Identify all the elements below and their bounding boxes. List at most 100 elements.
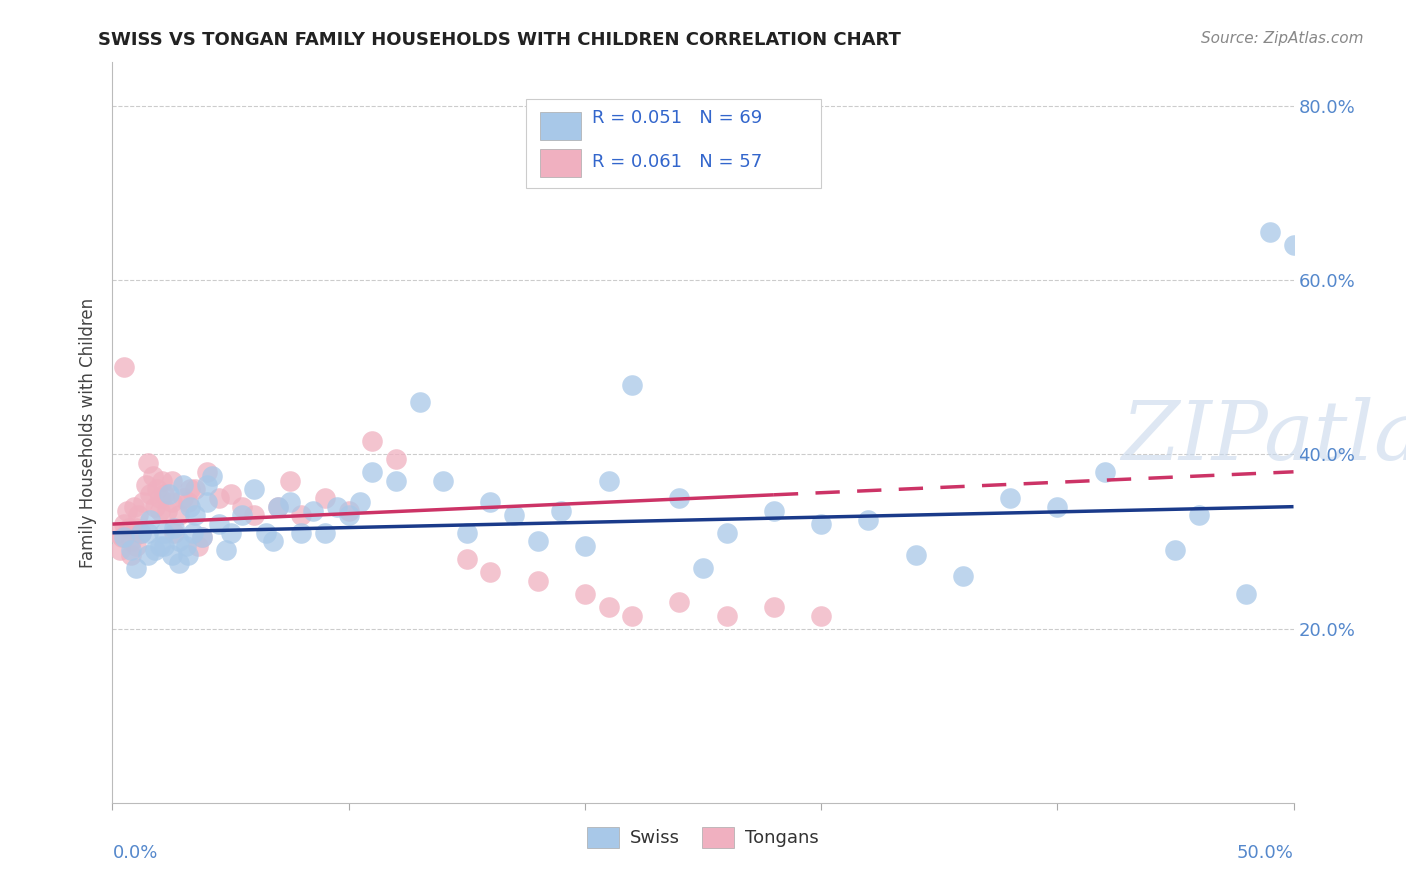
Text: 0.0%: 0.0% <box>112 844 157 862</box>
Text: R = 0.061   N = 57: R = 0.061 N = 57 <box>592 153 762 171</box>
Text: ZIPatlas: ZIPatlas <box>1121 397 1406 477</box>
Point <box>668 491 690 505</box>
Point <box>479 565 502 579</box>
Point <box>125 521 148 535</box>
Point <box>1094 465 1116 479</box>
Point <box>184 508 207 523</box>
Point <box>125 539 148 553</box>
Point <box>349 495 371 509</box>
Point <box>191 530 214 544</box>
Point <box>208 517 231 532</box>
Point <box>278 474 301 488</box>
Point <box>167 534 190 549</box>
Point <box>621 377 644 392</box>
Point <box>179 500 201 514</box>
Point <box>810 517 832 532</box>
Point <box>153 539 176 553</box>
Point <box>172 478 194 492</box>
Point <box>143 543 166 558</box>
FancyBboxPatch shape <box>526 99 821 188</box>
Point <box>337 504 360 518</box>
Legend: Swiss, Tongans: Swiss, Tongans <box>578 818 828 856</box>
Point <box>186 539 208 553</box>
Point <box>172 491 194 505</box>
Point <box>157 486 180 500</box>
Point <box>112 360 135 375</box>
Point <box>191 530 214 544</box>
Point <box>574 539 596 553</box>
FancyBboxPatch shape <box>540 112 581 140</box>
Point <box>598 599 620 614</box>
Point <box>716 608 738 623</box>
Point <box>998 491 1021 505</box>
Point <box>408 395 430 409</box>
Point <box>254 525 277 540</box>
Point <box>385 451 408 466</box>
Point <box>219 486 242 500</box>
Point <box>432 474 454 488</box>
Point <box>160 474 183 488</box>
Point <box>361 465 384 479</box>
Point <box>762 504 785 518</box>
Point <box>167 556 190 570</box>
Point <box>598 474 620 488</box>
Point <box>129 525 152 540</box>
Point <box>526 534 548 549</box>
Point <box>120 534 142 549</box>
Point <box>179 482 201 496</box>
Point <box>149 539 172 553</box>
Point <box>139 486 162 500</box>
Point <box>136 525 159 540</box>
Point <box>120 543 142 558</box>
Point <box>160 495 183 509</box>
Point <box>156 504 179 518</box>
Point <box>129 525 152 540</box>
Point <box>231 500 253 514</box>
Point <box>163 525 186 540</box>
Text: R = 0.051   N = 69: R = 0.051 N = 69 <box>592 109 762 127</box>
Point <box>262 534 284 549</box>
Point <box>195 465 218 479</box>
Point <box>149 491 172 505</box>
Point <box>177 548 200 562</box>
Point <box>125 560 148 574</box>
Point <box>143 500 166 514</box>
Point <box>858 513 880 527</box>
Point <box>146 482 169 496</box>
Point <box>456 552 478 566</box>
Point <box>108 543 131 558</box>
Point <box>1046 500 1069 514</box>
Point <box>132 495 155 509</box>
Point <box>302 504 325 518</box>
Point <box>290 508 312 523</box>
Point <box>385 474 408 488</box>
Point <box>952 569 974 583</box>
Point <box>1188 508 1211 523</box>
Point <box>111 530 134 544</box>
Point <box>526 574 548 588</box>
Point <box>314 525 336 540</box>
Point <box>153 486 176 500</box>
Point <box>195 478 218 492</box>
Point <box>127 508 149 523</box>
Point <box>167 508 190 523</box>
Point <box>112 530 135 544</box>
Point <box>621 608 644 623</box>
Point <box>503 508 526 523</box>
Point <box>118 521 141 535</box>
Point <box>136 548 159 562</box>
Point <box>337 508 360 523</box>
Point <box>290 525 312 540</box>
Point <box>135 478 157 492</box>
Point <box>231 508 253 523</box>
Point <box>208 491 231 505</box>
Point <box>1234 587 1257 601</box>
Point <box>692 560 714 574</box>
Y-axis label: Family Households with Children: Family Households with Children <box>79 298 97 567</box>
Point <box>810 608 832 623</box>
Point <box>243 482 266 496</box>
Point <box>149 504 172 518</box>
Point <box>267 500 290 514</box>
Point <box>195 495 218 509</box>
Point <box>314 491 336 505</box>
